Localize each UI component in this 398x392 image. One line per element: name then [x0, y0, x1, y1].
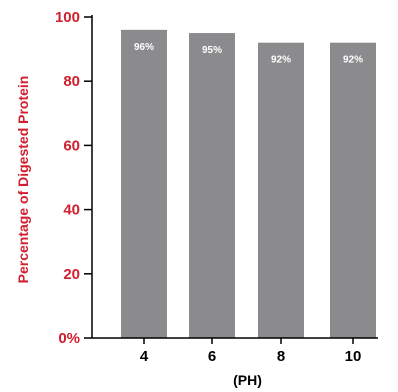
bar-value-label: 95% — [202, 45, 222, 56]
bar — [189, 33, 235, 339]
x-tick-label: 6 — [208, 348, 216, 365]
axes — [91, 15, 378, 339]
bar-value-label: 92% — [271, 55, 291, 66]
y-tick-label: 100 — [55, 9, 80, 26]
bar — [258, 42, 304, 339]
bar — [330, 42, 376, 339]
x-tick-label: 8 — [277, 348, 285, 365]
y-axis-label: Percentage of Digested Protein — [15, 76, 31, 284]
y-tick-label: 40 — [63, 202, 80, 219]
y-tick-label: 0% — [58, 330, 80, 347]
x-axis-label: (PH) — [233, 372, 262, 388]
bar-value-label: 92% — [343, 55, 363, 66]
y-tick-label: 20 — [63, 266, 80, 283]
bar-value-label: 96% — [134, 42, 154, 53]
bar-series: 96% 95% 92% 92% — [121, 29, 376, 339]
y-axis-ticks: 0% 20 40 60 80 100 — [55, 9, 92, 347]
y-tick-label: 60 — [63, 137, 80, 154]
bar — [121, 29, 167, 339]
x-tick-label: 10 — [345, 348, 362, 365]
x-axis-ticks: 4 6 8 10 — [140, 338, 362, 365]
x-tick-label: 4 — [140, 348, 149, 365]
y-tick-label: 80 — [63, 73, 80, 90]
